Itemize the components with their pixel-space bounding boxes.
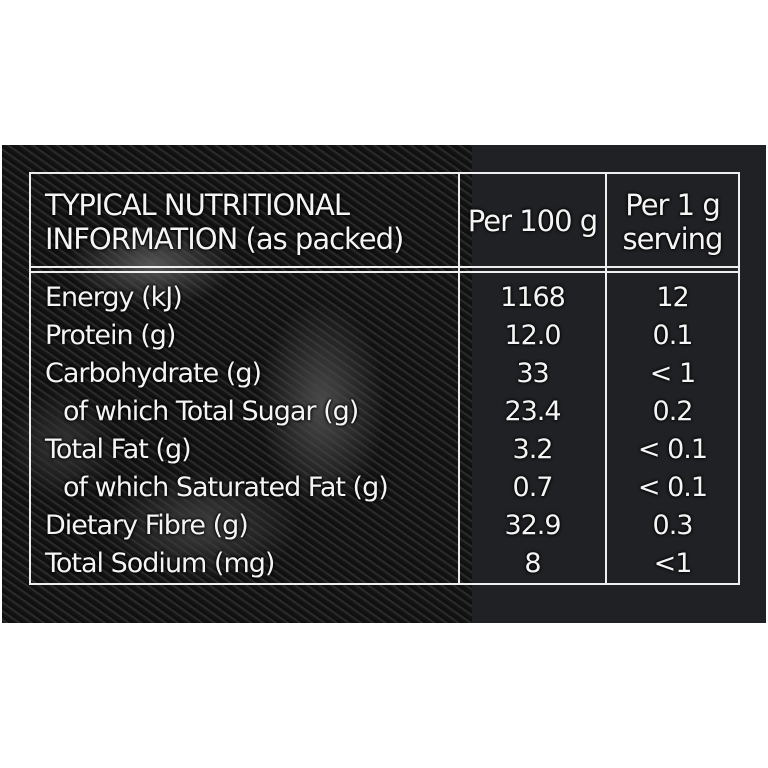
per-100g-header: Per 100 g [467,204,598,238]
per-100g-value: 3.2 [512,434,554,465]
table-row: of which Total Sugar (g) 23.4 0.2 [31,396,738,434]
per-100g-value: 23.4 [504,396,561,427]
title-line: TYPICAL NUTRITIONAL [45,188,350,222]
nutrient-label: Carbohydrate (g) [45,358,262,389]
stone-texture-background [2,145,472,623]
title-line: INFORMATION (as packed) [45,222,404,256]
nutrient-label: Dietary Fibre (g) [45,510,249,541]
nutrition-panel [2,145,766,623]
table-title: TYPICAL NUTRITIONAL INFORMATION (as pack… [45,188,404,256]
per-100g-value: 0.7 [512,472,554,503]
per-serving-value: 12 [656,282,689,313]
header-line: serving [622,222,724,256]
per-serving-value: < 1 [649,358,696,389]
per-serving-value: 0.1 [652,320,694,351]
per-serving-value: < 0.1 [637,472,708,503]
column-divider [605,174,607,583]
table-row: Energy (kJ) 1168 12 [31,282,738,320]
nutrient-label: Total Fat (g) [45,434,192,465]
table-row: of which Saturated Fat (g) 0.7 < 0.1 [31,472,738,510]
per-100g-value: 12.0 [504,320,561,351]
header-divider [31,266,738,268]
nutrition-table: TYPICAL NUTRITIONAL INFORMATION (as pack… [29,172,740,585]
per-serving-value: <1 [653,548,693,579]
table-row: Carbohydrate (g) 33 < 1 [31,358,738,396]
table-row: Total Sodium (mg) 8 <1 [31,548,738,586]
per-serving-value: < 0.1 [637,434,708,465]
table-row: Protein (g) 12.0 0.1 [31,320,738,358]
per-100g-value: 32.9 [504,510,561,541]
per-100g-value: 8 [524,548,541,579]
nutrient-label: Total Sodium (mg) [45,548,275,579]
per-100g-value: 33 [516,358,549,389]
table-row: Total Fat (g) 3.2 < 0.1 [31,434,738,472]
per-serving-value: 0.2 [652,396,694,427]
nutrient-label: of which Total Sugar (g) [63,396,359,427]
per-serving-header: Per 1 g serving [607,188,738,256]
header-line: Per 1 g [625,188,721,222]
per-serving-value: 0.3 [652,510,694,541]
per-100g-value: 1168 [500,282,566,313]
nutrient-label: Protein (g) [45,320,176,351]
nutrient-label: Energy (kJ) [45,282,183,313]
table-row: Dietary Fibre (g) 32.9 0.3 [31,510,738,548]
column-divider [458,174,460,583]
nutrient-label: of which Saturated Fat (g) [63,472,389,503]
header-divider [31,271,738,273]
